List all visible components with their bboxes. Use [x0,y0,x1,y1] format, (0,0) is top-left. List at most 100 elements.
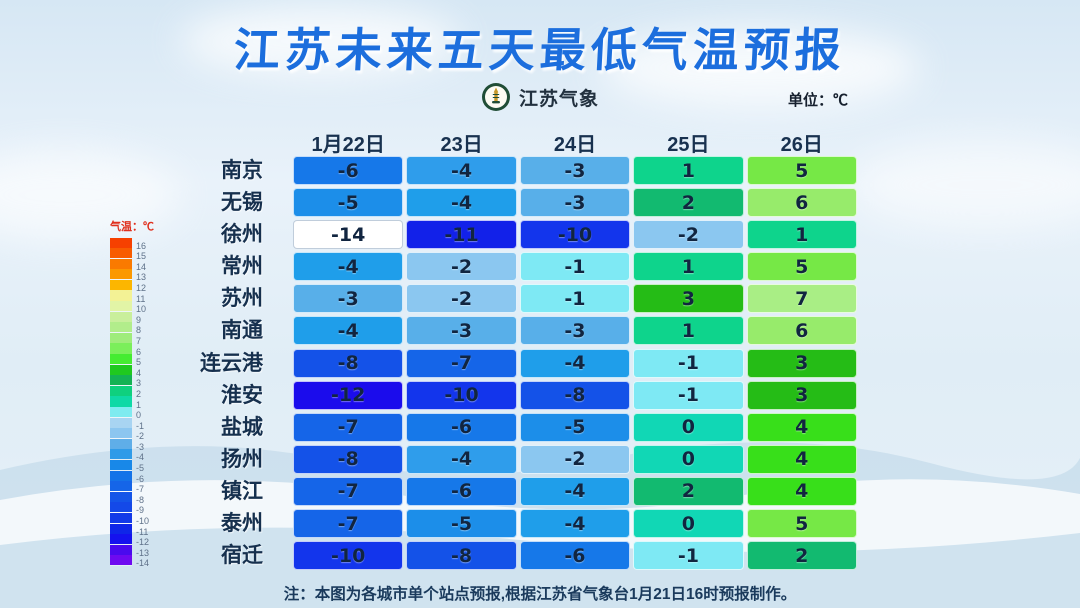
temperature-cell: 3 [746,348,857,378]
temperature-cell: 0 [633,444,744,474]
temperature-cell: 1 [633,252,744,282]
temperature-cell: 6 [746,316,857,346]
legend-swatch [110,332,132,343]
legend-swatch [110,470,132,481]
temperature-cell: -3 [519,316,631,346]
legend-swatch [110,290,132,301]
temperature-cell: -4 [519,509,631,539]
legend-entry: -4 [110,449,154,462]
legend-entry: -14 [110,555,154,569]
temperature-cell: 5 [746,509,857,539]
temperature-cell: 1 [746,220,857,250]
table-row: 连云港 -8 -7 -4 -1 3 [200,348,857,378]
legend-label: 9 [136,314,142,325]
table-body: 南京 -6 -4 -3 1 5 无锡 -5 -4 -3 2 6 徐州 -14 -11 -10 -2 1 常州 -4 -2… [200,156,857,571]
temperature-cell: -7 [293,509,404,539]
legend-label: -9 [136,505,145,516]
temperature-cell: -1 [633,380,744,410]
legend-label: 14 [136,261,147,272]
legend-label: -2 [136,431,145,442]
legend-entry: 3 [110,375,154,388]
legend-entry: -9 [110,502,154,516]
temperature-cell: 1 [633,316,744,346]
legend-entry: -7 [110,481,154,494]
temperature-cell: -5 [406,509,517,539]
legend-label: 8 [136,325,142,336]
legend-swatch [110,544,132,555]
legend-swatch [110,248,132,259]
legend-entry: -10 [110,512,154,526]
table-row: 苏州 -3 -2 -1 3 7 [221,284,857,314]
legend-label: 2 [136,388,142,399]
table-row: 常州 -4 -2 -1 1 5 [221,252,857,282]
legend-swatch [110,237,132,248]
temperature-cell: -8 [406,541,517,571]
legend-entry: 1 [110,396,154,409]
legend-label: 5 [136,357,142,368]
temperature-cell: 3 [633,284,744,314]
city-label: 南京 [221,159,263,182]
temperature-cell: 0 [633,509,744,539]
legend-entry: -8 [110,491,154,505]
temperature-cell: -4 [406,188,517,218]
table-row: 无锡 -5 -4 -3 2 6 [221,188,857,218]
city-label: 盐城 [221,415,263,439]
city-label: 无锡 [221,191,263,215]
temperature-cell: -2 [406,284,517,314]
legend-entry: 9 [110,311,154,325]
temperature-cell: 3 [746,380,857,410]
legend-entry: 5 [110,354,154,368]
temperature-cell: -6 [293,156,404,185]
temperature-cell: 1 [633,156,744,185]
legend-label: 0 [136,410,142,421]
legend-label: -12 [136,537,150,548]
temperature-cell: -8 [293,444,404,474]
temperature-cell: -6 [519,541,631,571]
legend-swatch [110,534,132,545]
city-label: 扬州 [221,447,263,471]
legend-entry: -12 [110,534,154,548]
legend-swatch [110,481,132,492]
legend-swatch [110,502,132,513]
temperature-cell: -6 [406,476,517,506]
temperature-legend: 气温：℃ 16 15 14 13 12 11 10 9 8 7 6 5 4 3 2 1 0 -1 -2 -3 -4 -5-… [110,218,154,569]
temperature-cell: -5 [519,412,631,442]
city-label: 徐州 [221,223,263,247]
legend-entry: 7 [110,332,154,345]
temperature-cell: 7 [746,284,857,314]
legend-label: 12 [136,282,147,293]
footnote: 注：本图为各城市单个站点预报,根据江苏省气象台1月21日16时预报制作。 [283,586,797,603]
legend-label: -14 [136,558,150,569]
legend-swatch [110,375,132,386]
cloud-decoration [850,140,1080,230]
legend-swatch [110,354,132,365]
temperature-cell: -7 [293,412,404,442]
legend-entry: 16 [110,237,154,250]
brand-name: 江苏气象 [518,88,599,110]
legend-label: -13 [136,547,150,558]
legend-label: 4 [136,367,142,378]
temperature-cell: -7 [293,476,404,506]
legend-label: 11 [136,293,146,304]
legend-entry: 8 [110,322,154,336]
cloud-decoration [600,28,920,108]
legend-label: -6 [136,473,145,484]
legend-swatch [110,311,132,322]
date-header-row: 1月22日 23日 24日 25日 26日 [293,128,857,156]
temperature-cell: -4 [293,252,404,282]
city-label: 镇江 [221,479,263,503]
legend-swatch [110,279,132,290]
legend-body: 16 15 14 13 12 11 10 9 8 7 6 5 4 3 2 1 0 -1 -2 -3 -4 -5 -6 -7 -8… [110,237,154,569]
legend-entry: -11 [110,523,154,536]
table-row: 徐州 -14 -11 -10 -2 1 [221,220,857,250]
legend-entry: -6 [110,470,154,484]
temperature-cell: 2 [633,476,744,506]
temperature-cell: -4 [406,156,517,185]
temperature-cell: -3 [519,156,631,185]
table-row: 南京 -6 -4 -3 1 5 [221,156,857,185]
temperature-cell: -6 [406,412,517,442]
temperature-cell: 2 [746,541,857,571]
legend-swatch [110,491,132,502]
legend-label: -8 [136,494,145,505]
legend-swatch [110,428,132,439]
